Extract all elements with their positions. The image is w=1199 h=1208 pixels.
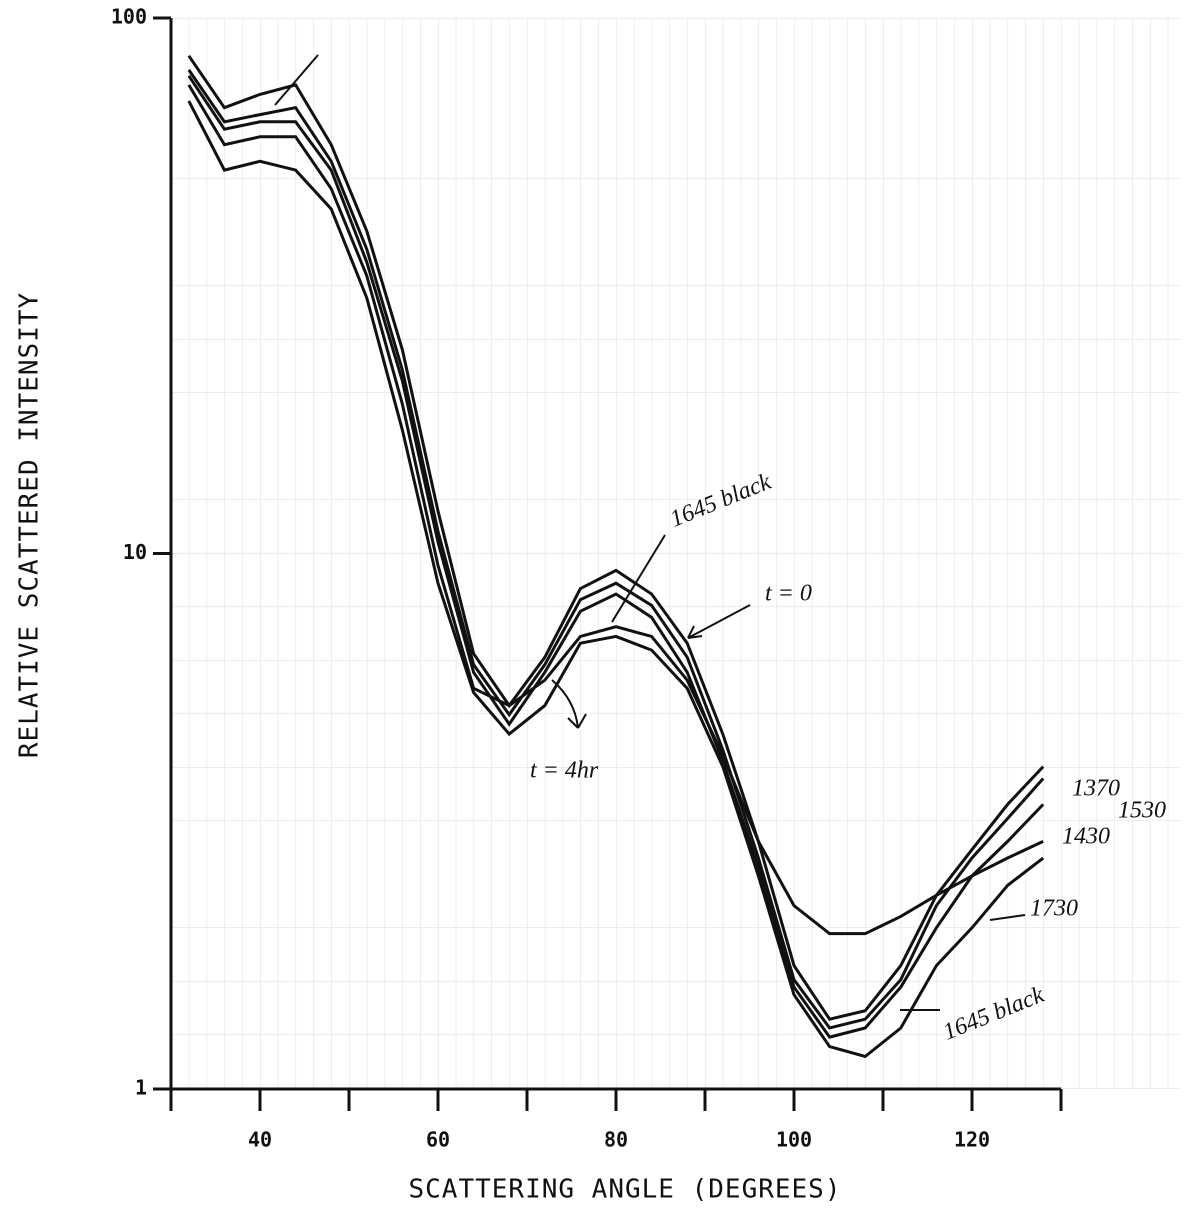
series-label: 1370 (1072, 776, 1120, 802)
y-tick-label: 1 (135, 1076, 147, 1100)
y-tick-label: 100 (111, 5, 147, 29)
series-label: 1730 (1030, 896, 1078, 922)
x-tick-label: 100 (776, 1128, 812, 1152)
annotation: t = 4hr (530, 758, 599, 784)
x-tick-label: 60 (426, 1128, 450, 1152)
paper-grid (171, 18, 1181, 1089)
series-line (187, 74, 1045, 1039)
x-tick-label: 40 (248, 1128, 272, 1152)
x-axis-title: SCATTERING ANGLE (DEGREES) (409, 1175, 842, 1205)
x-tick-label: 120 (954, 1128, 990, 1152)
y-tick-label: 10 (123, 540, 147, 564)
annotation-arrows (274, 54, 1026, 1011)
series-line (187, 69, 1045, 1030)
series-line (187, 84, 1044, 936)
series-line (187, 54, 1045, 1021)
y-axis-title: RELATIVE SCATTERED INTENSITY (15, 292, 45, 758)
series-label: 1530 (1118, 798, 1166, 824)
annotation: t = 0 (765, 581, 812, 607)
series-label: 1430 (1062, 824, 1110, 850)
x-tick-label: 80 (604, 1128, 628, 1152)
series-line (187, 100, 1045, 1059)
